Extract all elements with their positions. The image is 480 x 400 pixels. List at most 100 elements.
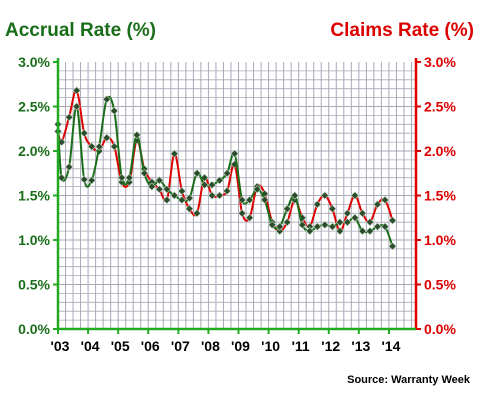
- right-tick-label: 2.0%: [424, 143, 456, 159]
- claims-point: [350, 191, 360, 200]
- claims-point: [110, 142, 119, 151]
- claims-point: [313, 200, 322, 209]
- accrual-point: [170, 191, 179, 200]
- accrual-point: [125, 173, 134, 182]
- claims-point: [358, 209, 367, 218]
- accrual-point: [147, 182, 156, 191]
- accrual-point: [260, 195, 269, 205]
- left-tick-label: 1.5%: [18, 188, 50, 204]
- accrual-point: [275, 222, 284, 231]
- accrual-point: [343, 218, 352, 227]
- accrual-point: [207, 180, 217, 189]
- accrual-point: [380, 222, 390, 231]
- accrual-point: [283, 204, 292, 213]
- accrual-point: [298, 220, 307, 229]
- left-tick-label: 2.0%: [18, 143, 50, 159]
- left-tick-label: 1.0%: [18, 232, 50, 248]
- accrual-point: [350, 213, 360, 222]
- source-note: Source: Warranty Week: [347, 374, 471, 386]
- accrual-point: [185, 194, 194, 203]
- claims-point: [155, 185, 164, 194]
- claims-point: [275, 227, 284, 236]
- axes: 0.0% 0.5% 1.0% 1.5% 2.0% 2.5% 3.0% 0.0% 0.5% 1.0%…: [18, 54, 456, 354]
- claims-point: [170, 149, 179, 158]
- x-tick-label: '13: [351, 338, 370, 354]
- accrual-point: [57, 173, 66, 182]
- claims-point: [177, 186, 186, 196]
- accrual-point: [80, 175, 89, 184]
- accrual-point: [328, 222, 337, 231]
- accrual-point: [335, 218, 344, 227]
- accrual-point: [223, 169, 232, 178]
- left-tick-label: 0.5%: [18, 277, 50, 293]
- right-tick-label: 3.0%: [424, 54, 456, 70]
- accrual-point: [162, 185, 172, 194]
- x-tick-label: '05: [111, 338, 130, 354]
- accrual-point: [87, 176, 96, 185]
- claims-point: [335, 226, 344, 236]
- claims-point: [87, 142, 96, 151]
- right-tick-label: 2.5%: [424, 99, 456, 115]
- claims-point: [380, 195, 390, 205]
- x-tick-label: '06: [141, 338, 160, 354]
- left-tick-label: 0.0%: [18, 321, 50, 337]
- right-axis-title: Claims Rate (%): [330, 20, 474, 41]
- claims-point: [245, 213, 254, 222]
- accrual-point: [313, 222, 322, 231]
- x-tick-label: '07: [171, 338, 190, 354]
- claims-point: [343, 209, 352, 218]
- accrual-point: [72, 102, 81, 111]
- accrual-point: [132, 130, 141, 140]
- x-tick-label: '12: [321, 338, 340, 354]
- claims-point: [305, 222, 314, 231]
- accrual-point: [192, 169, 202, 178]
- accrual-point: [230, 149, 239, 158]
- accrual-point: [237, 195, 247, 205]
- claims-point: [222, 186, 232, 196]
- claims-point: [102, 133, 111, 142]
- claims-point: [365, 218, 375, 227]
- accrual-point: [102, 95, 111, 104]
- accrual-point: [290, 191, 299, 200]
- x-tick-label: '09: [231, 338, 250, 354]
- right-tick-label: 1.5%: [424, 188, 456, 204]
- right-tick-label: 1.0%: [424, 232, 456, 248]
- accrual-point: [155, 176, 164, 185]
- right-tick-label: 0.0%: [424, 321, 456, 337]
- left-axis-title: Accrual Rate (%): [5, 20, 156, 41]
- claims-point: [192, 209, 202, 218]
- accrual-point: [200, 180, 209, 189]
- accrual-point: [110, 106, 119, 116]
- claims-point: [72, 86, 81, 95]
- claims-point: [207, 191, 217, 200]
- accrual-point: [117, 173, 126, 182]
- x-tick-label: '08: [201, 338, 220, 354]
- accrual-point: [245, 195, 254, 205]
- claims-point: [373, 200, 382, 209]
- claims-point: [283, 218, 292, 227]
- series-layer: [53, 86, 397, 251]
- accrual-point: [140, 169, 149, 178]
- accrual-point: [358, 226, 367, 236]
- accrual-point: [365, 226, 375, 236]
- accrual-point: [215, 176, 224, 185]
- left-tick-label: 2.5%: [18, 99, 50, 115]
- x-tick-label: '03: [51, 338, 70, 354]
- claims-point: [238, 209, 247, 218]
- accrual-point: [95, 142, 104, 151]
- x-tick-label: '10: [261, 338, 280, 354]
- claims-point: [80, 129, 89, 138]
- claims-point: [162, 195, 171, 205]
- x-tick-label: '14: [381, 338, 400, 354]
- x-tick-label: '04: [81, 338, 100, 354]
- claims-point: [65, 113, 74, 122]
- left-tick-label: 3.0%: [18, 54, 50, 70]
- accrual-point: [305, 227, 314, 236]
- claims-point: [328, 204, 337, 213]
- accrual-point: [177, 195, 186, 205]
- right-tick-label: 0.5%: [424, 277, 456, 293]
- accrual-point: [320, 220, 329, 230]
- claims-point: [215, 191, 224, 200]
- accrual-point: [388, 242, 397, 251]
